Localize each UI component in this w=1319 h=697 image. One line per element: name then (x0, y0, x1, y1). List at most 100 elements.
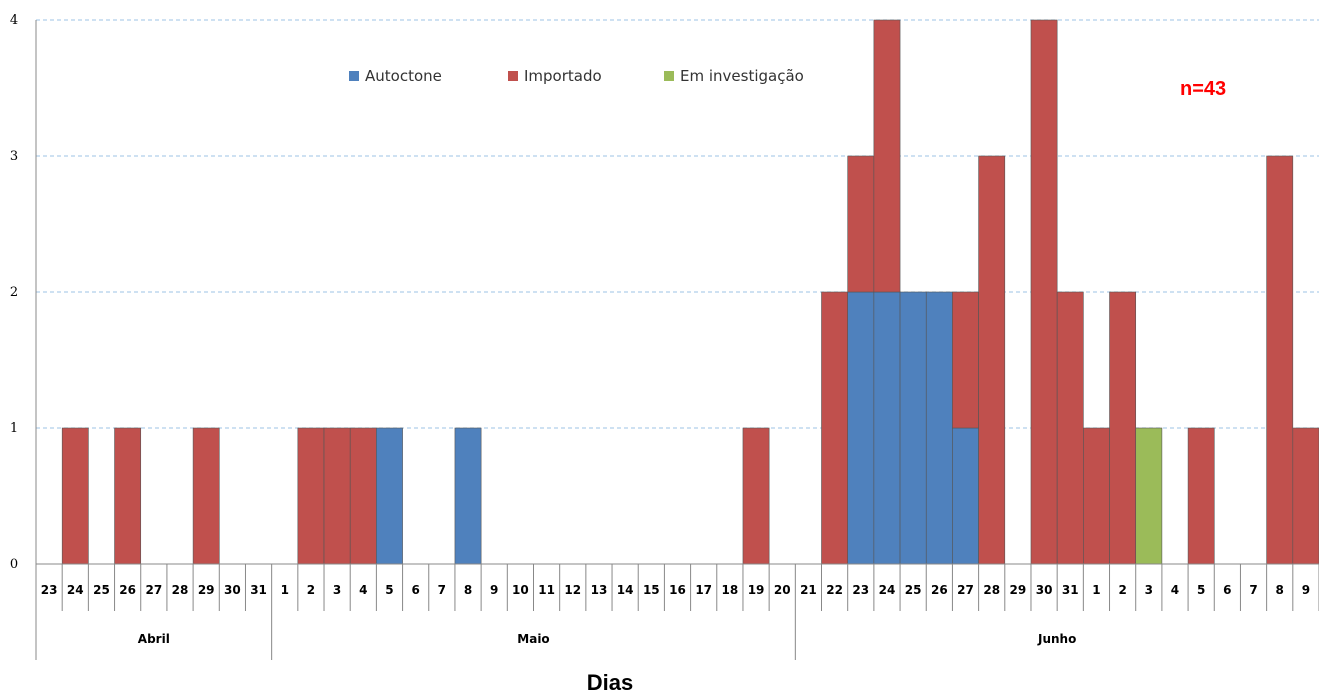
x-tick-label: 2 (1118, 583, 1126, 597)
x-tick-label: 4 (1171, 583, 1179, 597)
legend: Autoctone Importado Em investigação (349, 67, 804, 85)
bar (1109, 291, 1137, 565)
x-tick-label: 9 (1302, 583, 1310, 597)
y-tick-label: 0 (10, 557, 18, 572)
bar (821, 291, 848, 565)
x-tick-label: 6 (411, 583, 419, 597)
bar (978, 155, 1006, 565)
bar (952, 427, 979, 565)
x-tick-labels: 23 24 25 26 27 28 29 30 31 1 2 3 4 5 6 7 8 9 10 11 12 13 14 15 1… (41, 583, 1310, 597)
bar (454, 427, 482, 565)
legend-swatch (349, 71, 359, 81)
x-tick-label: 29 (1010, 583, 1027, 597)
x-tick-label: 15 (643, 583, 660, 597)
x-tick-label: 27 (957, 583, 974, 597)
month-label: Maio (517, 632, 549, 646)
bar (873, 19, 901, 293)
x-tick-label: 23 (41, 583, 58, 597)
x-tick-label: 5 (385, 583, 393, 597)
x-tick-label: 24 (879, 583, 896, 597)
x-tick-label: 1 (281, 583, 289, 597)
x-tick-label: 23 (852, 583, 869, 597)
x-tick-label: 22 (826, 583, 843, 597)
bar (847, 155, 875, 293)
x-tick-label: 4 (359, 583, 367, 597)
x-tick-label: 28 (172, 583, 189, 597)
bar (873, 291, 901, 565)
legend-label: Autoctone (365, 67, 442, 85)
sample-size-annotation: n=43 (1180, 78, 1226, 100)
x-tick-label: 24 (67, 583, 84, 597)
x-tick-label: 18 (722, 583, 739, 597)
legend-swatch (664, 71, 674, 81)
bar (1056, 291, 1084, 565)
bar (1083, 427, 1110, 565)
month-labels: Abril Maio Junho (138, 632, 1077, 646)
bar (1266, 155, 1294, 565)
y-tick-label: 1 (10, 421, 18, 436)
x-tick-label: 5 (1197, 583, 1205, 597)
x-tick-label: 1 (1092, 583, 1100, 597)
x-tick-label: 20 (774, 583, 791, 597)
bar (952, 291, 979, 429)
x-tick-label: 7 (438, 583, 446, 597)
bar (349, 427, 377, 565)
x-tick-label: 25 (905, 583, 922, 597)
bar (1135, 427, 1163, 565)
x-tick-label: 25 (93, 583, 110, 597)
x-tick-label: 3 (1145, 583, 1153, 597)
bar (1292, 427, 1319, 565)
bars (61, 19, 1319, 565)
bar (61, 427, 89, 565)
bar (925, 291, 953, 565)
bar (114, 427, 142, 565)
bar (742, 427, 770, 565)
x-tick-label: 26 (931, 583, 948, 597)
bar (323, 427, 351, 565)
bar (376, 427, 403, 565)
y-tick-label: 3 (10, 149, 18, 164)
x-tick-label: 21 (800, 583, 817, 597)
x-tick-label: 16 (669, 583, 686, 597)
axes (35, 20, 1319, 660)
x-tick-label: 13 (591, 583, 608, 597)
bar (297, 427, 325, 565)
legend-swatch (508, 71, 518, 81)
legend-label: Em investigação (680, 67, 804, 85)
y-tick-labels: 0 1 2 3 4 (10, 13, 18, 572)
x-tick-label: 30 (224, 583, 241, 597)
x-tick-label: 11 (538, 583, 555, 597)
x-tick-label: 17 (695, 583, 712, 597)
x-tick-label: 10 (512, 583, 529, 597)
bar (1030, 19, 1058, 565)
y-tick-label: 2 (10, 285, 18, 300)
x-tick-label: 27 (145, 583, 162, 597)
x-tick-label: 29 (198, 583, 215, 597)
x-tick-label: 30 (1036, 583, 1053, 597)
bar (847, 291, 875, 565)
x-axis-title: Dias (587, 670, 633, 695)
month-label: Abril (138, 632, 170, 646)
x-tick-label: 31 (1062, 583, 1079, 597)
x-tick-label: 14 (617, 583, 634, 597)
y-tick-label: 4 (10, 13, 18, 28)
x-tick-label: 6 (1223, 583, 1231, 597)
x-tick-label: 8 (464, 583, 472, 597)
x-tick-label: 12 (564, 583, 581, 597)
legend-label: Importado (524, 67, 602, 85)
gridlines (36, 19, 1319, 429)
x-tick-label: 31 (250, 583, 267, 597)
x-tick-label: 8 (1276, 583, 1284, 597)
x-tick-label: 19 (748, 583, 765, 597)
month-label: Junho (1037, 632, 1076, 646)
x-tick-label: 28 (983, 583, 1000, 597)
x-tick-label: 26 (119, 583, 136, 597)
bar (1187, 427, 1215, 565)
bar (192, 427, 220, 565)
x-tick-label: 9 (490, 583, 498, 597)
x-tick-label: 2 (307, 583, 315, 597)
x-tick-label: 7 (1249, 583, 1257, 597)
x-tick-label: 3 (333, 583, 341, 597)
bar (899, 291, 927, 565)
